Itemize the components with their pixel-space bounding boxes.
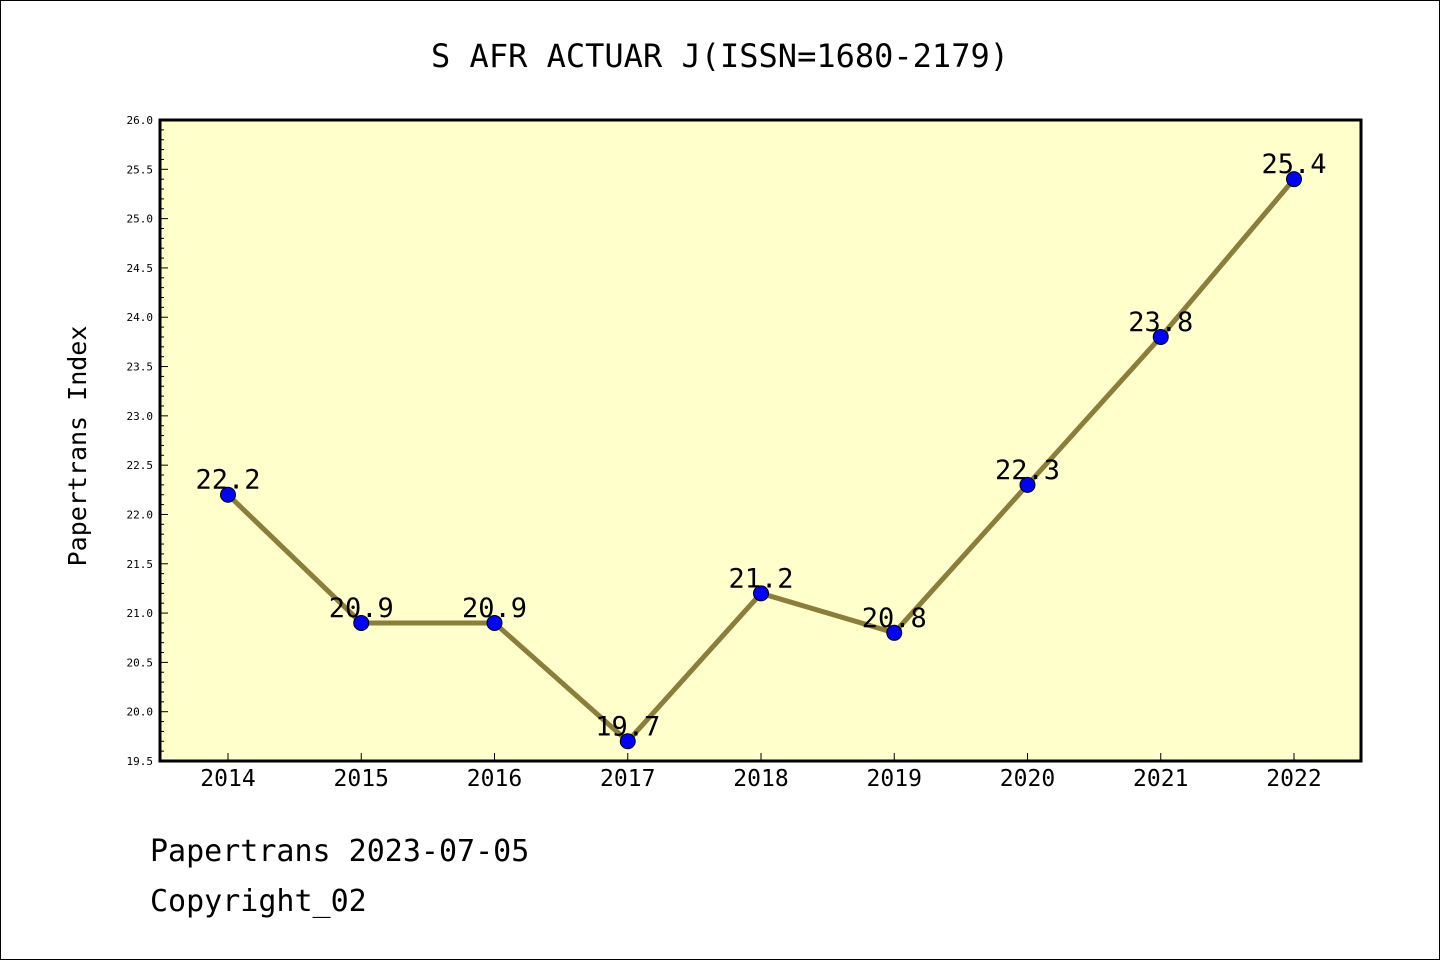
x-tick-label: 2016 [467,766,522,792]
data-label: 19.7 [595,711,660,742]
data-point [1019,476,1036,493]
x-tick-label: 2020 [1000,766,1055,792]
plot-area [158,118,1363,763]
x-tick-label: 2021 [1133,766,1188,792]
y-tick-label: 21.5 [127,558,154,571]
data-labels: 22.2 20.9 20.9 19.7 21.2 20.8 22.3 23.8 25.4 [195,149,1326,742]
y-tick-label: 20.0 [127,706,154,719]
y-tick-label: 21.0 [127,607,154,620]
data-point [353,614,370,631]
data-point [1286,171,1302,188]
x-tick-label: 2017 [600,766,655,792]
y-tick-label: 24.5 [127,262,154,275]
data-point [619,733,636,750]
data-point [486,614,503,631]
data-label: 20.9 [329,593,394,624]
y-tick-label: 19.5 [127,755,154,768]
x-tick-label: 2019 [867,766,922,792]
y-tick-label: 22.0 [127,508,154,521]
x-tick-label: 2015 [334,766,389,792]
data-label: 20.8 [862,603,927,634]
data-label: 22.3 [995,455,1060,486]
data-point [220,486,236,503]
data-point [1152,328,1169,345]
footer-copyright: Copyright_02 [150,884,367,919]
x-tick-label: 2018 [733,766,788,792]
y-tick-label: 23.5 [127,361,154,374]
footer-date: Papertrans 2023-07-05 [150,834,530,869]
x-axis: 2014 2015 2016 2017 2018 2019 2020 2021 2022 [200,753,1322,792]
y-tick-label: 25.5 [127,163,154,176]
chart-title: S AFR ACTUAR J(ISSN=1680-2179) [431,37,1009,75]
y-axis-label: Papertrans Index [63,326,92,567]
x-tick-label: 2014 [200,766,255,792]
data-label: 22.2 [195,465,260,496]
data-label: 25.4 [1261,149,1326,180]
data-label: 23.8 [1128,307,1193,338]
y-tick-label: 22.5 [127,459,154,472]
data-point [886,624,903,641]
y-tick-label: 24.0 [127,311,154,324]
y-tick-label: 26.0 [127,114,154,127]
y-tick-label: 20.5 [127,656,154,669]
data-point [753,585,769,602]
data-label: 21.2 [728,563,793,594]
x-tick-label: 2022 [1266,766,1321,792]
y-tick-label: 25.0 [127,213,154,226]
series [220,171,1302,750]
y-axis: 19.5 20.0 20.5 21.0 21.5 22.0 22.5 23.0 23.5 24.0… [127,114,168,768]
y-tick-label: 23.0 [127,410,154,423]
data-label: 20.9 [462,593,527,624]
